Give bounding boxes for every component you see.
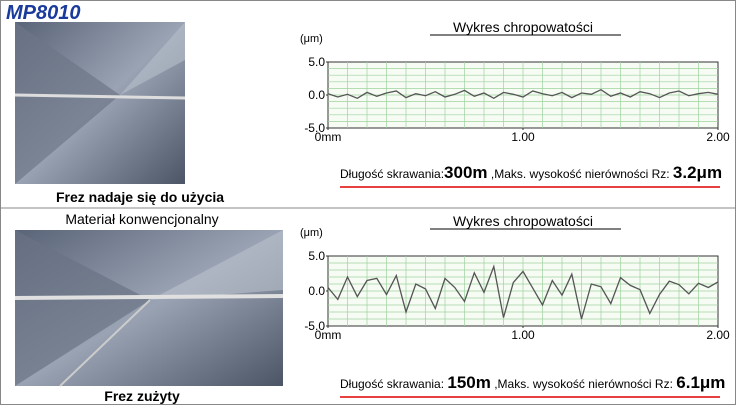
y-tick-label: 5.0 bbox=[308, 55, 325, 69]
x-tick-label: 1.00 bbox=[511, 130, 535, 144]
x-tick-label: 2.00 bbox=[706, 328, 730, 342]
y-axis-label: (μm) bbox=[300, 33, 323, 45]
figure: MP8010 Frez nadaje się do użycia Materia… bbox=[0, 0, 736, 405]
x-tick-label: 0mm bbox=[315, 328, 342, 342]
footer-label: ,Maks. wysokość nierówności Rz: bbox=[491, 377, 676, 391]
footer: Długość skrawania: 150m ,Maks. wysokość … bbox=[340, 373, 725, 392]
x-tick-label: 1.00 bbox=[511, 328, 535, 342]
y-tick-label: 0.0 bbox=[308, 88, 325, 102]
x-tick-label: 0mm bbox=[315, 130, 342, 144]
chart-title: Wykres chropowatości bbox=[453, 19, 593, 35]
y-tick-label: 5.0 bbox=[308, 249, 325, 263]
chart-title: Wykres chropowatości bbox=[453, 213, 593, 229]
caption: Frez zużyty bbox=[104, 388, 180, 404]
footer-label: Długość skrawania: bbox=[340, 167, 444, 181]
photo bbox=[15, 230, 283, 386]
caption: Frez nadaje się do użycia bbox=[56, 189, 224, 205]
footer: Długość skrawania:300m ,Maks. wysokość n… bbox=[340, 163, 722, 182]
photo bbox=[15, 22, 185, 184]
y-tick-label: 0.0 bbox=[308, 284, 325, 298]
footer-value: 6.1μm bbox=[676, 373, 725, 392]
footer-label: Długość skrawania: bbox=[340, 377, 447, 391]
x-tick-label: 2.00 bbox=[706, 130, 730, 144]
footer-label: ,Maks. wysokość nierówności Rz: bbox=[488, 167, 673, 181]
footer-value: 3.2μm bbox=[673, 163, 722, 182]
footer-value: 300m bbox=[444, 163, 487, 182]
panel-label: Materiał konwencjonalny bbox=[65, 211, 218, 227]
y-axis-label: (μm) bbox=[300, 227, 323, 239]
footer-value: 150m bbox=[447, 373, 490, 392]
logo: MP8010 bbox=[6, 2, 81, 24]
